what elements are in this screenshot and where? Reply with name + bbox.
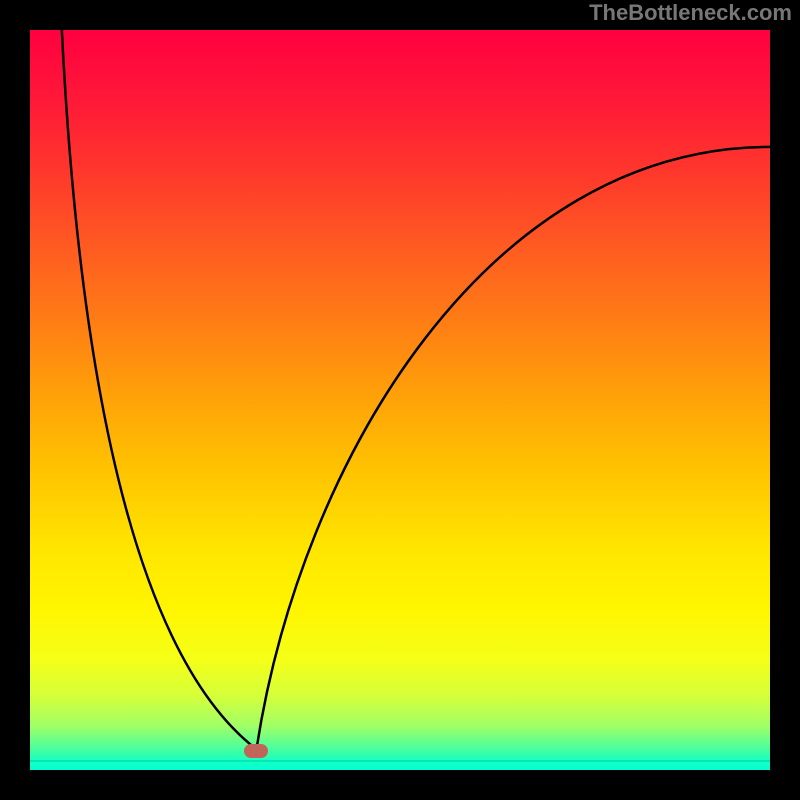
watermark-text: TheBottleneck.com	[589, 0, 792, 26]
chart-container: TheBottleneck.com	[0, 0, 800, 800]
plot-area	[30, 30, 770, 770]
optimal-point-marker	[244, 744, 268, 758]
bottleneck-curve	[30, 30, 770, 770]
